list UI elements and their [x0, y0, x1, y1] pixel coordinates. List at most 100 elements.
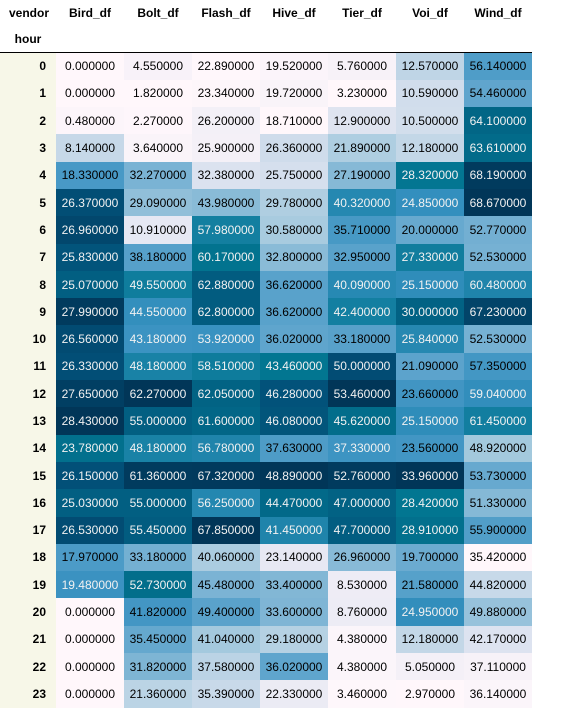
header-spacer — [328, 26, 396, 53]
table-cell: 35.450000 — [124, 625, 192, 654]
table-cell: 0.000000 — [56, 653, 124, 681]
table-cell: 56.140000 — [464, 52, 532, 80]
table-cell: 26.360000 — [260, 134, 328, 162]
column-header-bird: Bird_df — [69, 6, 111, 20]
table-row: 20 0.000000 41.820000 49.400000 33.600000 8.7… — [0, 598, 532, 626]
table-cell: 49.400000 — [192, 598, 260, 626]
table-cell: 61.360000 — [124, 461, 192, 490]
table-cell: 25.750000 — [260, 161, 328, 189]
table-cell: 25.840000 — [396, 325, 464, 353]
table-cell: 8.530000 — [328, 571, 396, 599]
table-cell: 21.360000 — [124, 680, 192, 708]
table-row: 17 26.530000 55.450000 67.850000 41.450000 47… — [0, 516, 532, 544]
table-cell: 5.760000 — [328, 52, 396, 80]
table-cell: 28.420000 — [396, 489, 464, 517]
table-cell: 10.910000 — [124, 216, 192, 244]
header-spacer — [396, 26, 464, 53]
table-cell: 33.600000 — [260, 598, 328, 626]
table-cell: 19.720000 — [260, 79, 328, 108]
row-index: 0 — [0, 52, 56, 80]
table-cell: 26.960000 — [56, 216, 124, 244]
table-row: 13 28.430000 55.000000 61.600000 46.080000 45… — [0, 407, 532, 435]
table-cell: 45.480000 — [192, 571, 260, 599]
table-cell: 52.770000 — [464, 216, 532, 244]
table-row: 19 19.480000 52.730000 45.480000 33.400000 8.… — [0, 571, 532, 599]
table-cell: 57.350000 — [464, 352, 532, 381]
row-index: 5 — [0, 188, 56, 217]
table-cell: 23.140000 — [260, 543, 328, 572]
row-index: 12 — [0, 380, 56, 408]
table-cell: 0.000000 — [56, 680, 124, 708]
table-cell: 18.710000 — [260, 107, 328, 135]
table-cell: 44.550000 — [124, 298, 192, 326]
table-cell: 19.480000 — [56, 571, 124, 599]
table-cell: 67.850000 — [192, 516, 260, 544]
table-cell: 24.850000 — [396, 188, 464, 217]
table-cell: 25.150000 — [396, 270, 464, 299]
table-row: 15 26.150000 61.360000 67.320000 48.890000 52… — [0, 461, 532, 490]
table-cell: 23.660000 — [396, 380, 464, 408]
row-index: 15 — [0, 461, 56, 490]
table-cell: 4.380000 — [328, 653, 396, 681]
table-cell: 32.270000 — [124, 161, 192, 189]
row-index: 14 — [0, 434, 56, 462]
row-index: 13 — [0, 407, 56, 435]
table-cell: 63.610000 — [464, 134, 532, 162]
table-cell: 24.950000 — [396, 598, 464, 626]
table-cell: 33.180000 — [124, 543, 192, 572]
table-cell: 62.270000 — [124, 380, 192, 408]
table-cell: 43.980000 — [192, 188, 260, 217]
table-cell: 27.650000 — [56, 380, 124, 408]
table-row: 18 17.970000 33.180000 40.060000 23.140000 26… — [0, 543, 532, 572]
column-header-voi: Voi_df — [412, 6, 448, 20]
row-index: 20 — [0, 598, 56, 626]
table-cell: 55.450000 — [124, 516, 192, 544]
table-cell: 21.580000 — [396, 571, 464, 599]
table-cell: 33.960000 — [396, 461, 464, 490]
table-cell: 48.180000 — [124, 352, 192, 381]
table-cell: 8.140000 — [56, 134, 124, 162]
table-body: 0 0.000000 4.550000 22.890000 19.520000 5.760… — [0, 52, 532, 708]
index-label: hour — [0, 26, 56, 53]
table-row: 3 8.140000 3.640000 25.900000 26.360000 21.89… — [0, 134, 532, 162]
table-cell: 45.620000 — [328, 407, 396, 435]
row-index: 8 — [0, 270, 56, 299]
columns-label: vendor — [8, 6, 49, 20]
table-cell: 12.900000 — [328, 107, 396, 135]
table-cell: 36.020000 — [260, 325, 328, 353]
table-cell: 1.820000 — [124, 79, 192, 108]
table-cell: 36.020000 — [260, 653, 328, 681]
table-cell: 29.090000 — [124, 188, 192, 217]
table-row: 4 18.330000 32.270000 32.380000 25.750000 27.… — [0, 161, 532, 189]
table-cell: 12.180000 — [396, 134, 464, 162]
row-index: 18 — [0, 543, 56, 572]
table-row: 1 0.000000 1.820000 23.340000 19.720000 3.230… — [0, 79, 532, 108]
table-row: 7 25.830000 38.180000 60.170000 32.800000 32.… — [0, 243, 532, 271]
header-spacer — [124, 26, 192, 53]
table-cell: 27.990000 — [56, 298, 124, 326]
column-header-flash: Flash_df — [201, 6, 251, 20]
table-cell: 33.400000 — [260, 571, 328, 599]
table-cell: 42.400000 — [328, 298, 396, 326]
table-cell: 0.000000 — [56, 625, 124, 654]
table-cell: 40.090000 — [328, 270, 396, 299]
table-cell: 33.180000 — [328, 325, 396, 353]
table-cell: 43.460000 — [260, 352, 328, 381]
table-cell: 61.600000 — [192, 407, 260, 435]
table-cell: 53.460000 — [328, 380, 396, 408]
table-cell: 68.190000 — [464, 161, 532, 189]
table-cell: 46.080000 — [260, 407, 328, 435]
table-cell: 52.760000 — [328, 461, 396, 490]
table-cell: 37.580000 — [192, 653, 260, 681]
table-cell: 52.530000 — [464, 325, 532, 353]
table-cell: 2.270000 — [124, 107, 192, 135]
table-cell: 0.000000 — [56, 598, 124, 626]
table-cell: 41.820000 — [124, 598, 192, 626]
table-cell: 47.700000 — [328, 516, 396, 544]
table-cell: 44.470000 — [260, 489, 328, 517]
row-index: 4 — [0, 161, 56, 189]
table-cell: 4.550000 — [124, 52, 192, 80]
table-cell: 28.320000 — [396, 161, 464, 189]
table-cell: 67.320000 — [192, 461, 260, 490]
table-cell: 44.820000 — [464, 571, 532, 599]
